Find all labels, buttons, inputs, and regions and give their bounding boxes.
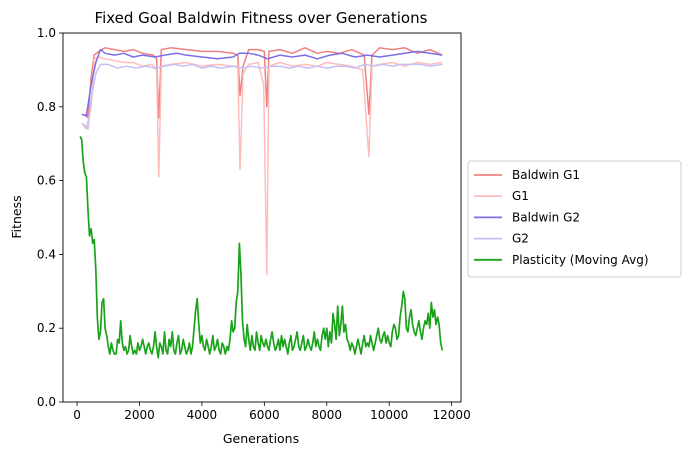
series-line-1	[82, 56, 443, 276]
legend-box	[467, 160, 682, 278]
series-line-3	[81, 63, 443, 130]
legend-label: Baldwin G2	[512, 210, 580, 224]
y-tick-label: 0.6	[37, 174, 56, 188]
plot-area: 0 2000 4000 6000 8000 10000 12000 0.0 0.2 0.4 0.6 0…	[37, 26, 471, 422]
x-axis-label: Generations	[223, 431, 299, 446]
series-line-2	[81, 48, 443, 117]
x-tick-label: 10000	[370, 408, 408, 422]
y-tick-label: 0.8	[37, 100, 56, 114]
legend: Baldwin G1 G1 Baldwin G2 G2 Plasticity (Movi…	[467, 160, 682, 278]
legend-label: G1	[512, 189, 529, 203]
y-axis-label: Fitness	[9, 195, 24, 238]
legend-label: G2	[512, 232, 529, 246]
chart-title: Fixed Goal Baldwin Fitness over Generati…	[95, 9, 428, 27]
y-tick-label: 1.0	[37, 26, 56, 40]
series-line-0	[84, 47, 443, 119]
legend-label: Baldwin G1	[512, 168, 580, 182]
x-tick-label: 8000	[311, 408, 342, 422]
y-tick-label: 0.0	[37, 395, 56, 409]
axes-frame	[62, 32, 462, 403]
x-tick-label: 0	[73, 408, 81, 422]
x-tick-label: 4000	[187, 408, 218, 422]
x-tick-label: 6000	[249, 408, 280, 422]
y-tick-label: 0.2	[37, 321, 56, 335]
x-tick-label: 2000	[124, 408, 155, 422]
y-tick-label: 0.4	[37, 247, 56, 261]
x-tick-label: 12000	[433, 408, 471, 422]
legend-label: Plasticity (Moving Avg)	[512, 253, 649, 267]
series-line-4	[79, 135, 444, 359]
